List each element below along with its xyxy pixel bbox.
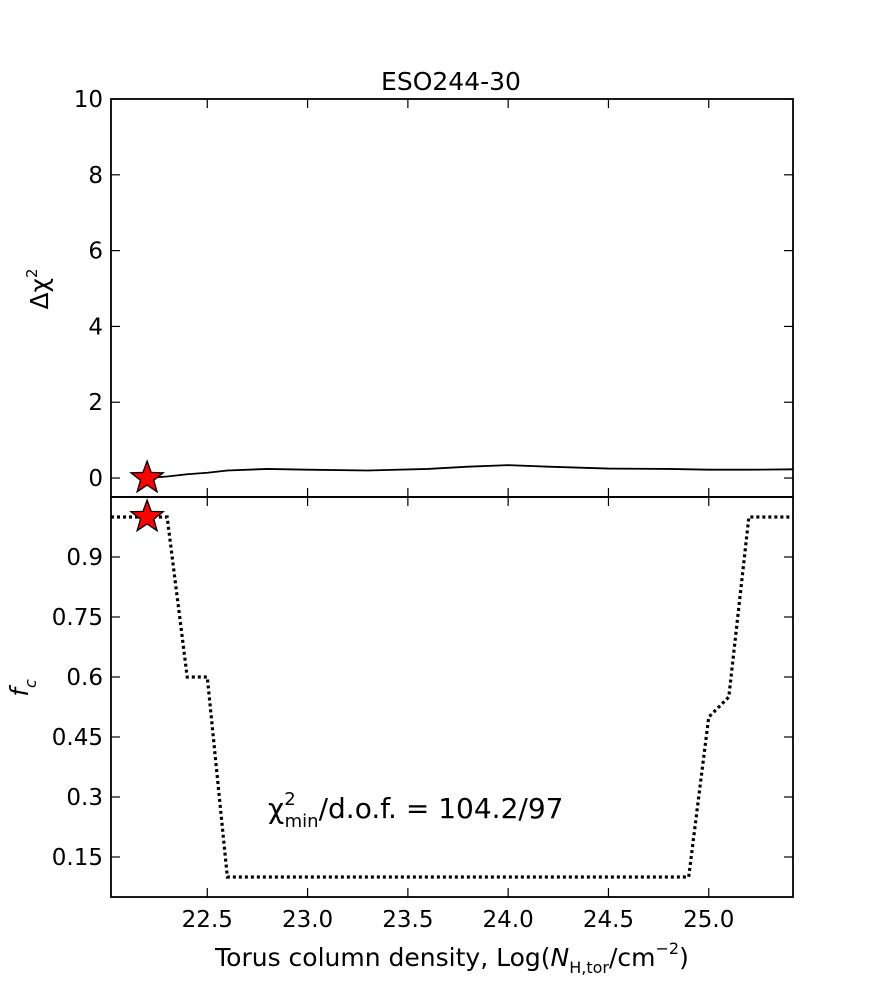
top-y-tick-label: 0 — [88, 466, 103, 492]
fc-subscript: c — [21, 679, 40, 688]
top-series-line — [147, 464, 794, 479]
svg-text:fc: fc — [5, 679, 40, 697]
top-panel-frame — [110, 98, 794, 498]
x-axis-label: Torus column density, Log(NH,tor/cm−2) — [214, 939, 689, 977]
top-y-tick-label: 4 — [88, 314, 103, 340]
delta-chi-symbol: Δχ — [25, 278, 54, 310]
chi2-annotation: χ2 min/d.o.f. = 104.2/97 — [268, 789, 563, 832]
annotation-sup: 2 — [284, 789, 295, 810]
covering-factor-panel: 22.5 23.0 23.5 24.0 24.5 25.0 0.15 0.3 0.45 0.6 0.… — [52, 496, 794, 933]
x-tick-label: 25.0 — [683, 907, 734, 933]
svg-text:Δχ2: Δχ2 — [23, 268, 54, 309]
top-y-axis-label-sup: 2 — [23, 268, 41, 278]
x-tick-label: 24.5 — [583, 907, 634, 933]
x-tick-label: 23.0 — [282, 907, 333, 933]
annotation-chi-symbol: χ — [268, 792, 284, 825]
top-best-fit-star-marker — [129, 459, 166, 494]
annotation-text: /d.o.f. = 104.2/97 — [319, 792, 564, 825]
x-tick-label: 22.5 — [182, 907, 233, 933]
top-y-axis-label: Δχ2 — [23, 268, 54, 309]
x-tick-label: 23.5 — [382, 907, 433, 933]
annotation-sub: min — [285, 811, 319, 832]
bottom-y-tick-label: 0.9 — [66, 545, 103, 571]
top-y-tick-label: 6 — [88, 239, 103, 265]
x-axis-label-var: N — [551, 943, 570, 972]
bottom-y-axis-label: fc — [5, 679, 40, 697]
delta-chi2-panel: 0 2 4 6 8 10 — [74, 87, 794, 498]
x-axis-label-sub: H,tor — [569, 958, 609, 977]
bottom-best-fit-star-marker — [129, 498, 166, 533]
top-y-tick-label: 8 — [88, 163, 103, 189]
top-y-tick-label: 2 — [88, 390, 103, 416]
bottom-y-tick-label: 0.15 — [52, 845, 103, 871]
bottom-y-tick-label: 0.45 — [52, 725, 103, 751]
x-axis-label-unit: /cm — [609, 943, 656, 972]
bottom-y-tick-label: 0.3 — [66, 785, 103, 811]
chart-title: ESO244-30 — [381, 67, 521, 96]
bottom-y-tick-label: 0.75 — [52, 605, 103, 631]
x-axis-label-text: Torus column density, Log( — [214, 943, 550, 972]
x-axis-label-close: ) — [679, 943, 689, 972]
x-axis-label-sup: −2 — [656, 939, 680, 958]
bottom-panel-frame — [110, 496, 794, 898]
bottom-y-tick-label: 0.6 — [66, 665, 103, 691]
x-tick-label: 24.0 — [483, 907, 534, 933]
top-y-tick-label: 10 — [74, 87, 103, 113]
